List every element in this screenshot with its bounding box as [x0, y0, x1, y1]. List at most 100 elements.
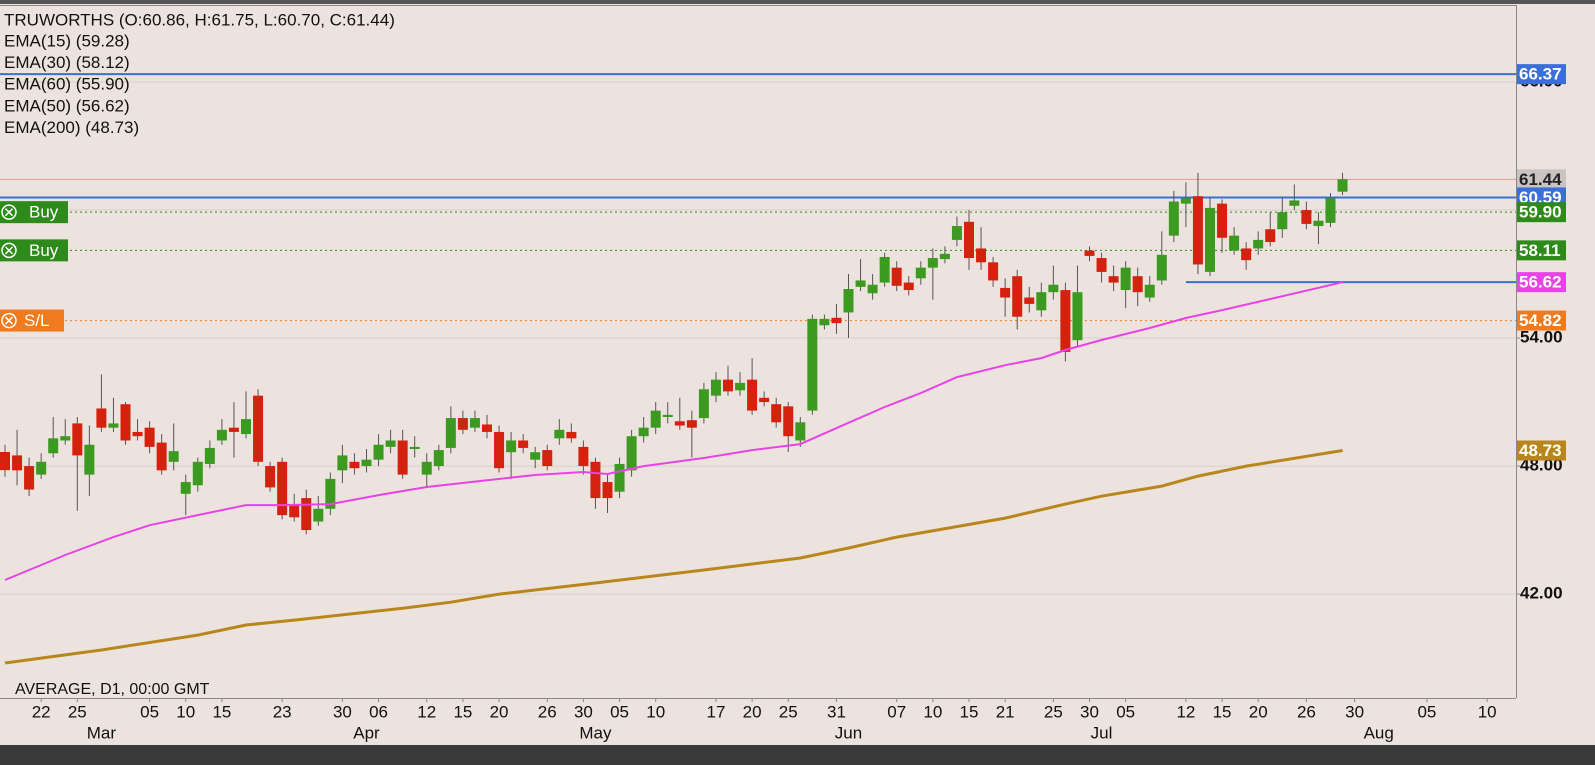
candle-body — [349, 461, 360, 469]
overlay-layer: EMA(15) (59.28) EMA(30) (58.12) EMA(60) (5… — [0, 31, 1566, 461]
candle-body — [1229, 235, 1240, 251]
level-label-box — [1517, 310, 1566, 331]
candle-body — [759, 397, 770, 403]
legend-entry: EMA(30) (58.12) — [4, 53, 130, 72]
candle-body — [301, 498, 312, 531]
candle-body — [1060, 290, 1071, 352]
x-tick-label: 23 — [273, 702, 292, 721]
candle-body — [1253, 239, 1264, 249]
candle-body — [1024, 297, 1035, 304]
candle-body — [795, 422, 806, 441]
candle-body — [60, 436, 71, 441]
month-label: Aug — [1364, 723, 1394, 742]
x-tick-label: 15 — [212, 702, 231, 721]
level-label: 58.11 — [1519, 241, 1561, 260]
candle-body — [915, 267, 926, 279]
x-tick-label: 10 — [1478, 702, 1497, 721]
candle-body — [662, 414, 673, 418]
candle-body — [1108, 276, 1119, 283]
order-label: Buy — [29, 241, 59, 260]
x-tick-label: 31 — [827, 702, 846, 721]
candle-body — [1096, 258, 1107, 272]
x-tick-label: 12 — [1176, 702, 1195, 721]
order-badge[interactable] — [0, 239, 68, 262]
candle-body — [108, 423, 119, 428]
candle-body — [72, 423, 83, 456]
x-tick-label: 30 — [1345, 702, 1364, 721]
order-label: S/L — [24, 311, 50, 330]
candle-body — [891, 267, 902, 286]
level-label-box — [1517, 202, 1566, 223]
candle-body — [1048, 284, 1059, 293]
candle-body — [1000, 287, 1011, 298]
candle-body — [132, 431, 143, 437]
x-tick-label: 30 — [574, 702, 593, 721]
x-tick-label: 25 — [779, 702, 798, 721]
candle-body — [241, 419, 251, 435]
x-tick-label: 30 — [333, 702, 352, 721]
candle-body — [698, 389, 709, 419]
candle-body — [951, 226, 962, 240]
candle-body — [445, 418, 456, 448]
order-close-icon — [1, 242, 17, 259]
candle-body — [1337, 179, 1348, 192]
level-label-box — [1517, 272, 1566, 293]
legend-entry: EMA(200) (48.73) — [4, 118, 139, 137]
candle-body — [48, 438, 59, 454]
month-label: May — [579, 723, 612, 742]
candle-body — [289, 504, 300, 518]
candle-body — [735, 382, 746, 391]
order-badge[interactable] — [0, 201, 68, 224]
candle-body — [518, 440, 529, 448]
legend-entry: EMA(60) (55.90) — [4, 75, 130, 94]
candle-body — [650, 410, 661, 428]
candle-body — [843, 288, 854, 313]
x-tick-label: 26 — [538, 702, 557, 721]
candle-body — [494, 431, 505, 469]
candle-body — [506, 440, 517, 453]
x-tick-label: 21 — [996, 702, 1015, 721]
order-close-icon — [1, 312, 17, 329]
candle-body — [590, 461, 601, 499]
level-label: 54.82 — [1519, 311, 1562, 330]
candle-body — [939, 253, 950, 260]
grid-layer: 42.0048.0054.0060.0066.00222505101523300… — [0, 72, 1563, 742]
x-tick-label: 10 — [923, 702, 942, 721]
x-tick-label: 25 — [68, 702, 87, 721]
x-tick-label: 05 — [610, 702, 629, 721]
x-tick-label: 07 — [887, 702, 906, 721]
x-tick-label: 20 — [1249, 702, 1268, 721]
candle-body — [277, 461, 288, 516]
legend-entry: EMA(15) (59.28) — [4, 31, 130, 50]
candle-body — [578, 446, 589, 467]
candle-body — [253, 395, 264, 462]
x-tick-label: 12 — [417, 702, 436, 721]
order-label: Buy — [29, 203, 59, 222]
candle-body — [1217, 203, 1228, 238]
order-badge[interactable] — [0, 309, 64, 332]
candle-body — [482, 424, 492, 432]
candle-body — [1313, 220, 1324, 227]
candle-body — [36, 461, 47, 475]
candle-body — [903, 282, 914, 291]
order-close-x — [4, 246, 14, 255]
candle-body — [1120, 267, 1131, 291]
candle-body — [1036, 292, 1047, 311]
x-tick-label: 20 — [743, 702, 762, 721]
level-label: 66.37 — [1519, 65, 1562, 84]
candle-body — [530, 452, 541, 460]
x-tick-label: 06 — [369, 702, 388, 721]
candle-body — [783, 406, 794, 437]
order-close-x — [4, 316, 14, 325]
candle-body — [96, 408, 107, 428]
order-close-x — [4, 208, 14, 217]
candle-body — [879, 256, 890, 283]
ema-line — [4, 449, 1343, 665]
level-label-box — [1517, 240, 1566, 261]
ema-line — [4, 281, 1343, 581]
x-tick-label: 17 — [706, 702, 725, 721]
candle-body — [1084, 250, 1095, 256]
candle-body — [1241, 248, 1252, 261]
candle-body — [0, 451, 10, 471]
